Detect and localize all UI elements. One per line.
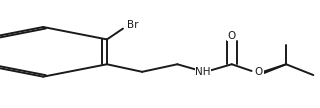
Text: O: O: [228, 31, 236, 41]
Text: O: O: [255, 67, 263, 77]
Text: NH: NH: [195, 67, 211, 77]
Text: Br: Br: [127, 20, 139, 30]
